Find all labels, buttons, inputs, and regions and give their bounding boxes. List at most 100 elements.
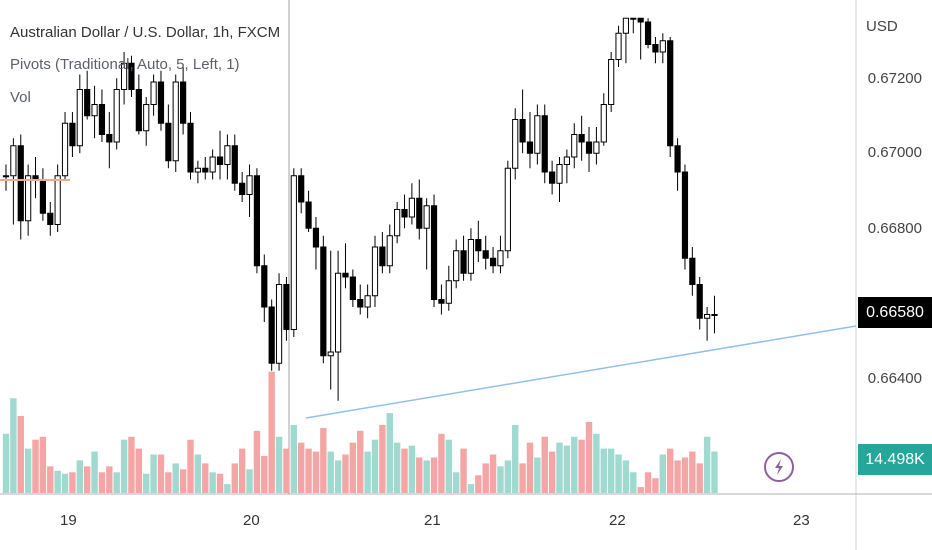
- candle-body: [482, 250, 489, 259]
- date-label: 20: [243, 512, 260, 529]
- volume-bar: [312, 451, 320, 493]
- lightning-icon[interactable]: [764, 452, 794, 482]
- candle-body: [246, 175, 253, 195]
- volume-bar: [261, 456, 268, 493]
- candle-body: [10, 145, 17, 177]
- volume-bars: [2, 371, 718, 493]
- volume-bar: [644, 472, 652, 493]
- volume-bar: [61, 473, 69, 493]
- candle-body: [512, 119, 519, 169]
- volume-bar: [246, 469, 253, 493]
- volume-bar: [607, 448, 615, 493]
- volume-bar: [371, 439, 379, 493]
- volume-bar: [283, 448, 290, 493]
- chart-title: Australian Dollar / U.S. Dollar, 1h, FXC…: [10, 24, 281, 41]
- trendline[interactable]: [305, 325, 857, 419]
- candle-body: [25, 175, 32, 222]
- volume-bar: [334, 460, 342, 493]
- volume-bar: [497, 466, 504, 493]
- candle-body: [187, 122, 194, 173]
- candle-body: [563, 156, 570, 165]
- candle-body: [320, 246, 327, 357]
- candle-body: [593, 141, 600, 154]
- volume-bar: [711, 451, 718, 493]
- volume-bar: [91, 451, 98, 493]
- candle-body: [120, 62, 128, 90]
- candle-body: [128, 62, 135, 90]
- volume-bar: [69, 472, 76, 493]
- candle-body: [453, 250, 460, 282]
- volume-bar: [622, 460, 630, 493]
- candle-body: [106, 134, 113, 143]
- candle-body: [497, 250, 504, 267]
- candle-body: [216, 156, 224, 165]
- candle-body: [615, 32, 622, 60]
- volume-bar: [379, 424, 386, 493]
- volume-bar: [585, 421, 593, 493]
- candle-body: [519, 119, 526, 143]
- volume-bar: [253, 430, 261, 493]
- volume-bar: [438, 433, 445, 493]
- candle-body: [630, 17, 637, 20]
- candle-body: [312, 227, 320, 248]
- volume-bar: [489, 454, 497, 493]
- volume-bar: [113, 472, 120, 493]
- candle-body: [290, 175, 297, 330]
- candle-body: [2, 175, 10, 178]
- candle-body: [460, 250, 467, 274]
- volume-bar: [674, 460, 681, 493]
- date-label: 19: [60, 512, 77, 529]
- volume-bar: [157, 454, 165, 493]
- volume-bar: [39, 436, 47, 493]
- current-volume-tag: 14.498K: [858, 444, 932, 475]
- volume-bar: [231, 463, 238, 493]
- volume-bar: [172, 463, 179, 493]
- candle-body: [556, 164, 563, 184]
- candle-body: [283, 284, 290, 330]
- volume-bar: [349, 442, 357, 493]
- volume-bar: [630, 472, 637, 493]
- volume-bar: [615, 454, 622, 493]
- candle-body: [489, 257, 497, 267]
- candle-body: [622, 17, 630, 34]
- volume-bar: [393, 442, 401, 493]
- volume-indicator-label[interactable]: Vol: [10, 89, 31, 106]
- volume-bar: [482, 463, 489, 493]
- candle-body: [526, 141, 534, 154]
- volume-bar: [386, 413, 393, 493]
- candle-body: [667, 40, 674, 147]
- volume-bar: [460, 448, 467, 493]
- candle-body: [305, 201, 312, 229]
- volume-bar: [2, 433, 10, 493]
- volume-bar: [519, 463, 526, 493]
- volume-bar: [24, 448, 32, 493]
- candle-body: [150, 81, 157, 105]
- candle-body: [704, 314, 711, 319]
- candle-body: [423, 205, 430, 229]
- candle-body: [231, 145, 238, 184]
- candle-body: [268, 306, 275, 364]
- volume-bar: [423, 460, 430, 493]
- candle-body: [224, 145, 231, 165]
- candle-body: [17, 145, 24, 222]
- candle-body: [571, 134, 578, 158]
- volume-bar: [408, 445, 416, 493]
- volume-bar: [165, 472, 172, 493]
- volume-bar: [652, 478, 659, 493]
- volume-bar: [416, 457, 423, 493]
- candle-body: [261, 265, 268, 308]
- pivots-indicator-label[interactable]: Pivots (Traditional, Auto, 5, Left, 1): [10, 56, 240, 73]
- candle-body: [357, 299, 364, 308]
- candle-body: [711, 314, 718, 316]
- volume-bar: [216, 473, 224, 493]
- volume-bar: [445, 439, 452, 493]
- candle-body: [298, 175, 305, 203]
- candle-body: [674, 145, 681, 173]
- volume-bar: [526, 442, 534, 493]
- volume-bar: [238, 448, 246, 493]
- candle-body: [275, 284, 283, 364]
- candle-body: [47, 212, 54, 225]
- volume-bar: [364, 451, 371, 493]
- volume-bar: [143, 473, 150, 493]
